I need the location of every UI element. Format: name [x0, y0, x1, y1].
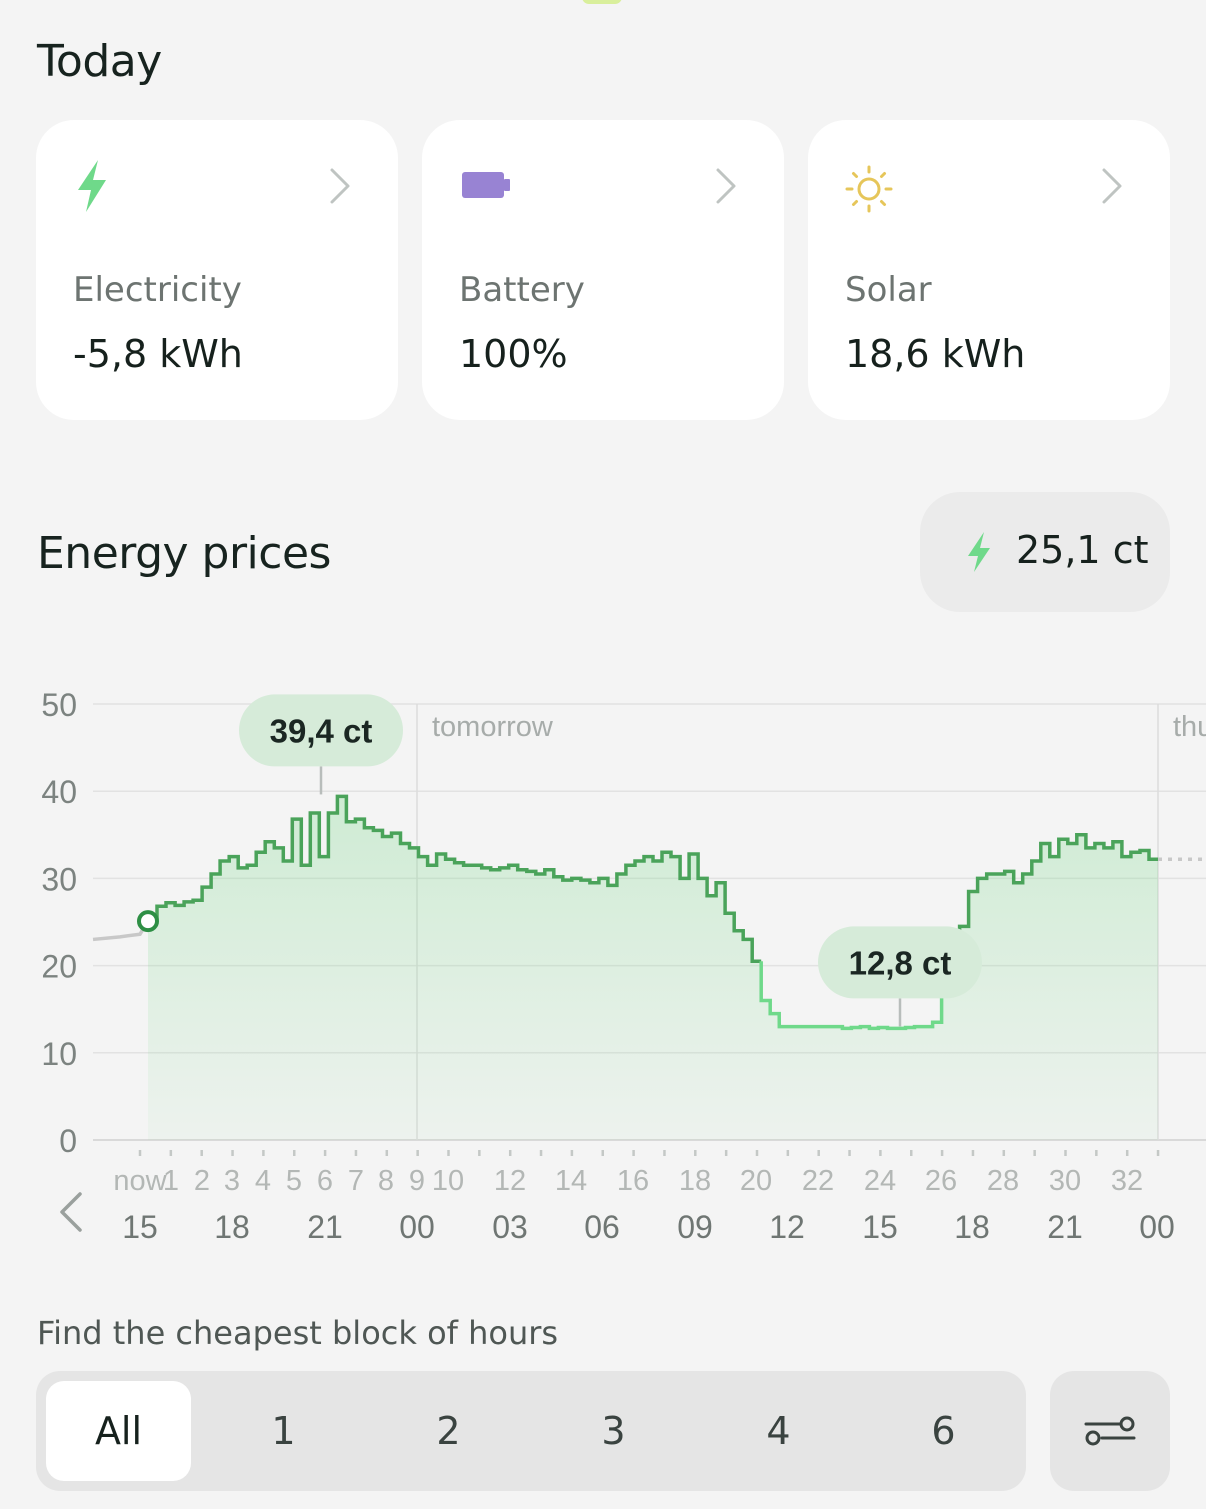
x-slot-label: 12 — [494, 1165, 526, 1197]
x-hour-label: 18 — [954, 1209, 990, 1245]
price-line — [948, 833, 1158, 988]
y-tick-label: 0 — [59, 1123, 77, 1159]
now-marker[interactable] — [137, 910, 159, 933]
solar-label: Solar — [845, 270, 932, 310]
hours-option-all[interactable]: All — [46, 1381, 191, 1481]
top-indicator — [582, 0, 622, 4]
x-hour-label: 12 — [769, 1209, 805, 1245]
price-callout — [239, 694, 403, 767]
x-slot-label: 2 — [194, 1165, 210, 1197]
x-slot-label: 10 — [432, 1165, 464, 1197]
x-slot-label: 4 — [255, 1165, 271, 1197]
x-slot-label: 16 — [617, 1165, 649, 1197]
battery-label: Battery — [459, 270, 585, 310]
x-slot-label: 26 — [925, 1165, 957, 1197]
bolt-icon — [72, 158, 112, 218]
x-slot-label: 9 — [409, 1165, 425, 1197]
y-tick-label: 50 — [41, 687, 77, 723]
y-tick-label: 40 — [41, 774, 77, 810]
x-hour-label: 15 — [862, 1209, 898, 1245]
filter-button[interactable] — [1050, 1371, 1170, 1491]
x-hour-label: 09 — [677, 1209, 713, 1245]
x-slot-label: 30 — [1049, 1165, 1081, 1197]
battery-value: 100% — [459, 332, 568, 376]
y-tick-label: 20 — [41, 949, 77, 985]
electricity-value: -5,8 kWh — [73, 332, 243, 376]
bolt-icon — [964, 530, 994, 578]
price-line — [148, 794, 762, 963]
x-slot-label: 18 — [679, 1165, 711, 1197]
x-slot-label: 3 — [224, 1165, 240, 1197]
chevron-right-icon — [714, 166, 738, 210]
electricity-label: Electricity — [73, 270, 242, 310]
solar-card[interactable]: Solar 18,6 kWh — [808, 120, 1170, 420]
sliders-icon — [1084, 1416, 1136, 1446]
x-hour-label: 21 — [307, 1209, 343, 1245]
y-tick-label: 10 — [41, 1036, 77, 1072]
price-callout — [818, 926, 982, 999]
x-slot-label: 7 — [348, 1165, 364, 1197]
price-area — [148, 796, 1158, 1140]
hours-option-6[interactable]: 6 — [931, 1409, 956, 1453]
hours-option-4[interactable]: 4 — [766, 1409, 791, 1453]
x-hour-label: 15 — [122, 1209, 158, 1245]
electricity-card[interactable]: Electricity -5,8 kWh — [36, 120, 398, 420]
section-title-energy-prices: Energy prices — [37, 528, 331, 579]
chevron-right-icon — [328, 166, 352, 210]
x-hour-label: 21 — [1047, 1209, 1083, 1245]
y-tick-label: 30 — [41, 861, 77, 897]
hours-option-3[interactable]: 3 — [601, 1409, 626, 1453]
day-label: thu — [1173, 711, 1206, 743]
cheapest-block-title: Find the cheapest block of hours — [37, 1314, 559, 1352]
battery-icon — [458, 170, 512, 204]
x-slot-label: 20 — [740, 1165, 772, 1197]
x-slot-label: 32 — [1111, 1165, 1143, 1197]
hours-segmented-control: All 1 2 3 4 6 — [36, 1371, 1026, 1491]
battery-card[interactable]: Battery 100% — [422, 120, 784, 420]
x-hour-label: 00 — [399, 1209, 435, 1245]
x-slot-label: 6 — [317, 1165, 333, 1197]
current-price-badge[interactable]: 25,1 ct — [920, 492, 1170, 612]
x-slot-label: 5 — [286, 1165, 302, 1197]
x-slot-label: 24 — [864, 1165, 896, 1197]
current-price-value: 25,1 ct — [1016, 528, 1149, 572]
chevron-right-icon — [1100, 166, 1124, 210]
section-title-today: Today — [37, 36, 162, 87]
x-hour-label: 06 — [584, 1209, 620, 1245]
x-hour-label: 18 — [214, 1209, 250, 1245]
x-slot-label: 14 — [555, 1165, 587, 1197]
price-callout-label: 12,8 ct — [849, 944, 952, 981]
hours-option-2[interactable]: 2 — [436, 1409, 461, 1453]
x-slot-label: now — [113, 1165, 167, 1197]
x-hour-label: 00 — [1139, 1209, 1175, 1245]
x-hour-label: 03 — [492, 1209, 528, 1245]
x-slot-label: 1 — [163, 1165, 179, 1197]
x-slot-label: 28 — [987, 1165, 1019, 1197]
price-line — [759, 961, 951, 1031]
chevron-left-icon[interactable] — [56, 1190, 86, 1238]
hours-option-1[interactable]: 1 — [271, 1409, 296, 1453]
solar-value: 18,6 kWh — [845, 332, 1026, 376]
x-slot-label: 22 — [802, 1165, 834, 1197]
day-label: tomorrow — [432, 711, 554, 743]
x-slot-label: 8 — [378, 1165, 394, 1197]
sun-icon — [844, 164, 894, 218]
price-callout-label: 39,4 ct — [270, 712, 373, 749]
